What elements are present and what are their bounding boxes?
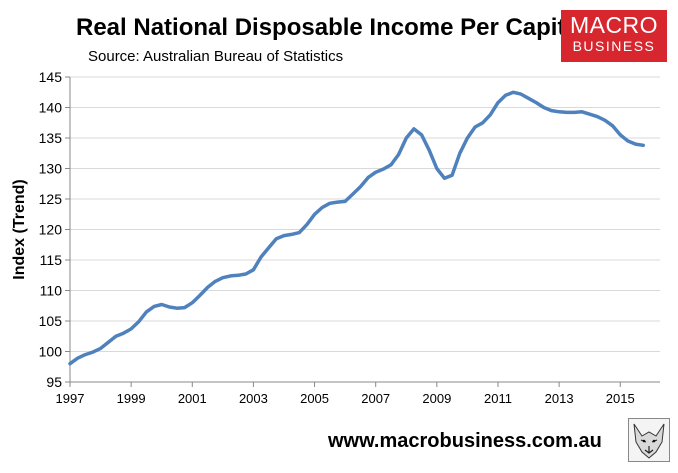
y-tick-label-115: 115	[40, 252, 63, 268]
x-tick-label-2005: 2005	[300, 391, 329, 406]
y-tick-label-140: 140	[39, 100, 63, 116]
logo-line-2: BUSINESS	[572, 38, 656, 54]
y-axis-label: Index (Trend)	[11, 179, 28, 279]
chart-source: Source: Australian Bureau of Statistics	[88, 48, 344, 65]
y-tick-label-100: 100	[39, 344, 63, 360]
x-tick-label-2015: 2015	[606, 391, 635, 406]
x-tick-label-1997: 1997	[56, 391, 85, 406]
y-tick-label-125: 125	[39, 191, 63, 207]
logo-line-1: MACRO	[569, 12, 659, 38]
y-tick-label-120: 120	[39, 222, 63, 238]
y-tick-label-130: 130	[39, 161, 63, 177]
series-line-0	[68, 90, 645, 366]
y-tick-label-95: 95	[46, 374, 62, 390]
macrobusiness-logo[interactable]: MACRO BUSINESS	[561, 10, 667, 62]
y-tick-label-145: 145	[39, 69, 63, 85]
x-tick-label-2011: 2011	[484, 391, 512, 406]
x-tick-label-2003: 2003	[239, 391, 268, 406]
x-tick-label-2001: 2001	[178, 391, 207, 406]
fox-sketch-icon	[628, 418, 670, 462]
footer-url: www.macrobusiness.com.au	[328, 430, 602, 452]
x-tick-label-2007: 2007	[361, 391, 390, 406]
x-tick-label-2009: 2009	[422, 391, 451, 406]
x-tick-label-1999: 1999	[117, 391, 146, 406]
chart-title: Real National Disposable Income Per Capi…	[76, 14, 579, 41]
y-tick-label-135: 135	[39, 130, 63, 146]
x-tick-label-2013: 2013	[545, 391, 574, 406]
y-tick-label-110: 110	[40, 283, 63, 299]
y-tick-label-105: 105	[39, 313, 63, 329]
